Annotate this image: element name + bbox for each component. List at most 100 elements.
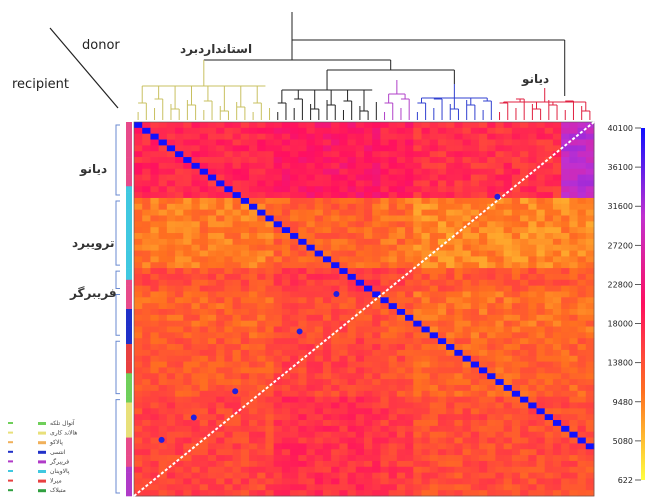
heatmap-cell (446, 162, 455, 170)
heatmap-cell (166, 396, 176, 403)
heatmap-cell (322, 425, 332, 433)
heatmap-cell (429, 466, 439, 474)
heatmap-cell (462, 174, 472, 181)
heatmap-cell (142, 484, 151, 491)
heatmap-cell (429, 472, 439, 479)
legend-swatch (38, 489, 46, 493)
heatmap-cell (142, 221, 151, 228)
heatmap-cell (281, 174, 291, 181)
heatmap-cell (421, 127, 431, 135)
heatmap-cell (216, 420, 225, 427)
heatmap-cell (265, 349, 275, 357)
heatmap-cell (561, 139, 570, 146)
heatmap-cell (273, 320, 283, 327)
heatmap-cell (520, 373, 529, 380)
heatmap-cell (429, 478, 439, 485)
heatmap-cell (158, 332, 168, 339)
heatmap-cell (544, 344, 554, 351)
heatmap-cell (240, 180, 250, 187)
heatmap-cell (273, 133, 283, 140)
heatmap-cell (232, 203, 242, 211)
heatmap-cell (150, 367, 160, 374)
heatmap-cell (331, 309, 340, 316)
heatmap-cell (314, 157, 324, 164)
heatmap-cell (232, 466, 242, 474)
heatmap-cell (405, 186, 414, 193)
heatmap-cell (520, 484, 529, 491)
heatmap-cell (446, 168, 455, 175)
heatmap-cell (134, 285, 143, 292)
heatmap-cell (183, 396, 192, 403)
heatmap-cell (479, 215, 488, 222)
heatmap-cell (331, 414, 340, 421)
heatmap-cell (520, 449, 529, 456)
heatmap-cell (380, 402, 390, 409)
heatmap-cell (577, 209, 587, 216)
heatmap-cell (470, 460, 480, 468)
heatmap-cell (134, 449, 143, 456)
heatmap-cell (396, 291, 406, 298)
heatmap-cell (265, 420, 275, 427)
heatmap-cell (290, 297, 299, 304)
heatmap-cell (134, 268, 143, 275)
heatmap-cell (339, 478, 348, 485)
heatmap-cell (585, 192, 595, 199)
row-strip-cell (126, 215, 132, 222)
heatmap-cell (446, 402, 455, 409)
heatmap-cell (224, 402, 233, 409)
heatmap-cell (347, 145, 357, 152)
heatmap-cell (446, 215, 455, 222)
heatmap-cell (536, 221, 546, 228)
heatmap-cell (240, 490, 250, 497)
heatmap-cell (216, 168, 225, 175)
row-strip-cell (126, 344, 132, 351)
heatmap-cell (265, 244, 275, 251)
heatmap-cell (150, 186, 160, 193)
heatmap-cell (158, 180, 168, 187)
heatmap-cell (536, 460, 546, 468)
heatmap-cell (511, 478, 521, 485)
heatmap-cell (224, 151, 233, 158)
heatmap-cell (306, 472, 316, 479)
heatmap-cell (134, 425, 143, 433)
heatmap-cell (446, 332, 455, 339)
heatmap-cell (191, 367, 201, 374)
heatmap-cell (364, 221, 373, 228)
heatmap-cell (577, 490, 587, 497)
heatmap-cell (421, 425, 431, 433)
heatmap-cell (290, 338, 299, 345)
heatmap-cell (265, 373, 275, 380)
heatmap-cell (495, 355, 505, 362)
heatmap-cell (462, 326, 472, 333)
heatmap-cell (487, 151, 496, 158)
heatmap-cell (249, 402, 258, 409)
heatmap-cell (380, 162, 390, 170)
heatmap-cell (437, 151, 447, 158)
heatmap-cell (388, 466, 398, 474)
heatmap-cell (520, 285, 529, 292)
heatmap-cell (396, 455, 406, 462)
heatmap-cell (183, 157, 192, 164)
heatmap-cell (421, 431, 431, 438)
heatmap-cell (249, 344, 258, 351)
heatmap-cell (298, 367, 307, 374)
heatmap-cell (536, 431, 546, 438)
heatmap-cell (380, 355, 390, 362)
heatmap-cell (306, 256, 316, 263)
heatmap-cell (495, 285, 505, 292)
heatmap-cell (265, 291, 275, 298)
heatmap-cell (281, 478, 291, 485)
heatmap-cell (388, 414, 398, 421)
heatmap-cell (175, 238, 184, 246)
heatmap-cell (446, 238, 455, 246)
heatmap-cell (240, 460, 250, 468)
heatmap-cell (224, 332, 233, 339)
heatmap-cell (446, 279, 455, 287)
heatmap-cell (495, 478, 505, 485)
heatmap-cell (331, 332, 340, 339)
heatmap-cell (503, 449, 513, 456)
heatmap-cell (191, 174, 201, 181)
heatmap-cell (421, 379, 431, 386)
heatmap-cell (216, 162, 225, 170)
heatmap-cell (142, 384, 151, 392)
